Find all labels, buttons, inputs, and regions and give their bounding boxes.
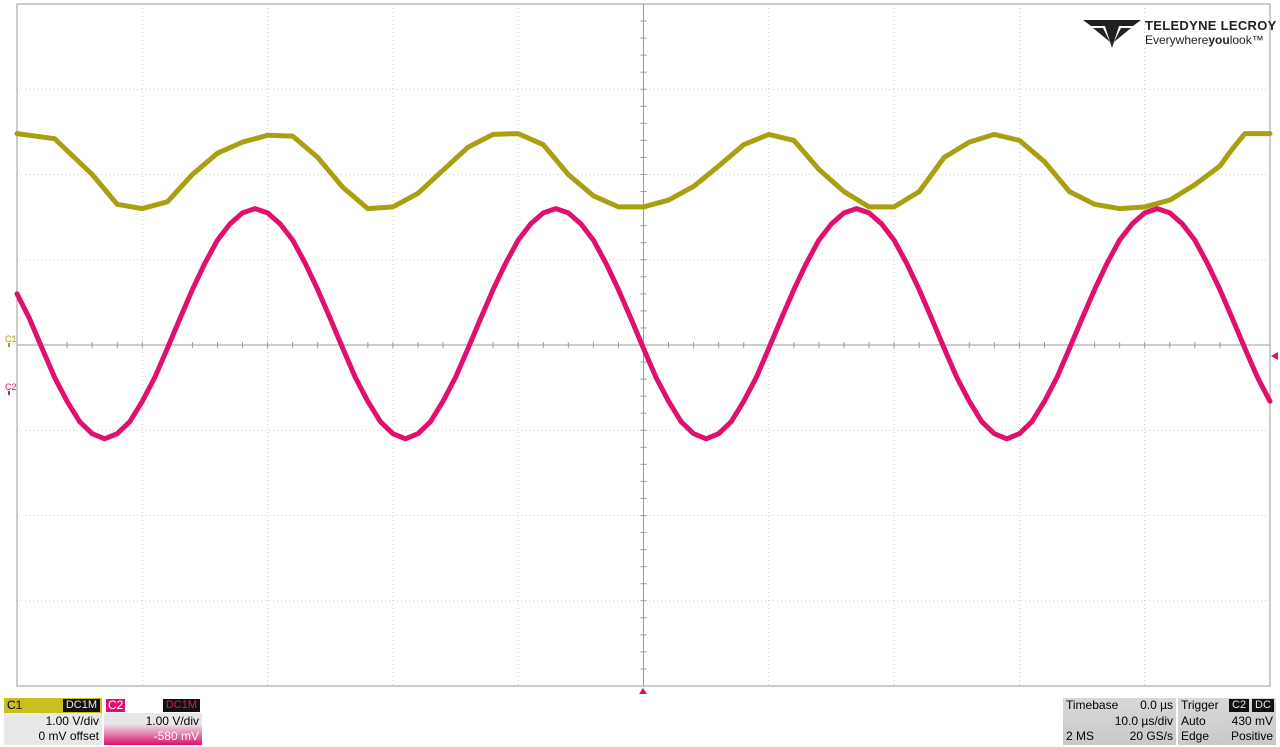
- timebase-label: Timebase: [1066, 698, 1118, 713]
- oscilloscope-display: C1 C2: [0, 0, 1280, 695]
- trigger-level-arrow[interactable]: [1271, 352, 1278, 360]
- brand-name: TELEDYNE LECROY: [1145, 18, 1277, 33]
- channel-2-scale: 1.00 V/div: [146, 714, 199, 729]
- trigger-source: C2: [1229, 699, 1249, 712]
- timebase-scale: 10.0 µs/div: [1115, 714, 1173, 729]
- brand-tagline: Everywhereyoulook™: [1145, 33, 1264, 47]
- trigger-label: Trigger: [1181, 698, 1219, 713]
- teledyne-logo-icon: [1083, 16, 1141, 50]
- channel-2-offset: -580 mV: [154, 729, 199, 744]
- timebase-samples: 2 MS: [1066, 729, 1094, 744]
- trigger-descriptor[interactable]: Trigger C2 DC Auto 430 mV Edge Positive: [1178, 698, 1276, 745]
- channel-1-descriptor[interactable]: C1 DC1M 1.00 V/div 0 mV offset: [4, 698, 102, 745]
- trigger-position-arrow[interactable]: [639, 688, 647, 694]
- tagline-part-2: you: [1208, 33, 1229, 47]
- trigger-type: Edge: [1181, 729, 1209, 744]
- c1-marker-tick: [8, 343, 10, 347]
- trigger-slope: Positive: [1231, 729, 1273, 744]
- channel-2-label: C2: [106, 699, 125, 712]
- tagline-part-1: Everywhere: [1145, 33, 1208, 47]
- teledyne-lecroy-logo: TELEDYNE LECROY Everywhereyoulook™: [1083, 16, 1273, 52]
- channel-2-descriptor[interactable]: C2 DC1M 1.00 V/div -580 mV: [104, 698, 202, 745]
- channel-2-coupling: DC1M: [163, 699, 200, 712]
- timebase-delay: 0.0 µs: [1140, 698, 1173, 713]
- c1-ground-marker: C1: [5, 334, 17, 344]
- trigger-mode: Auto: [1181, 714, 1206, 729]
- c2-ground-marker: C2: [5, 382, 17, 392]
- tagline-part-3: look™: [1230, 33, 1264, 47]
- trigger-coupling: DC: [1252, 699, 1274, 712]
- timebase-descriptor[interactable]: Timebase 0.0 µs 10.0 µs/div 2 MS 20 GS/s: [1063, 698, 1176, 745]
- channel-1-offset: 0 mV offset: [39, 729, 99, 744]
- c2-marker-tick: [8, 391, 10, 395]
- channel-1-coupling: DC1M: [63, 699, 100, 712]
- trigger-level: 430 mV: [1232, 714, 1273, 729]
- channel-1-label: C1: [7, 698, 22, 713]
- channel-1-scale: 1.00 V/div: [46, 714, 99, 729]
- timebase-rate: 20 GS/s: [1130, 729, 1173, 744]
